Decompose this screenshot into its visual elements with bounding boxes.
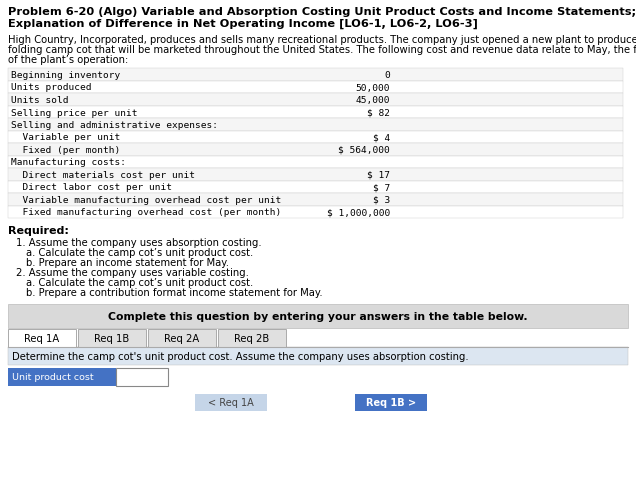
Bar: [8, 206, 623, 218]
Text: Req 2A: Req 2A: [164, 333, 200, 343]
Text: b. Prepare an income statement for May.: b. Prepare an income statement for May.: [26, 258, 229, 268]
Bar: [218, 329, 286, 347]
Bar: [148, 329, 216, 347]
Text: Units sold: Units sold: [11, 96, 69, 105]
Text: Explanation of Difference in Net Operating Income [LO6-1, LO6-2, LO6-3]: Explanation of Difference in Net Operati…: [8, 19, 478, 29]
Text: $ 7: $ 7: [373, 183, 390, 192]
Text: Fixed manufacturing overhead cost (per month): Fixed manufacturing overhead cost (per m…: [11, 208, 281, 217]
Text: Units produced: Units produced: [11, 83, 92, 92]
Bar: [8, 368, 116, 386]
Text: 45,000: 45,000: [356, 96, 390, 105]
Bar: [8, 181, 623, 193]
Text: Req 1B: Req 1B: [94, 333, 130, 343]
Text: Complete this question by entering your answers in the table below.: Complete this question by entering your …: [108, 312, 528, 321]
Text: Direct materials cost per unit: Direct materials cost per unit: [11, 171, 195, 180]
Bar: [8, 119, 623, 131]
Text: Required:: Required:: [8, 225, 69, 235]
Bar: [8, 193, 623, 206]
Text: Selling and administrative expenses:: Selling and administrative expenses:: [11, 121, 218, 130]
Text: Determine the camp cot's unit product cost. Assume the company uses absorption c: Determine the camp cot's unit product co…: [12, 351, 469, 361]
Text: b. Prepare a contribution format income statement for May.: b. Prepare a contribution format income …: [26, 288, 322, 298]
Text: 50,000: 50,000: [356, 83, 390, 92]
Text: $ 82: $ 82: [367, 108, 390, 117]
Bar: [8, 69, 623, 81]
Bar: [8, 131, 623, 144]
Bar: [8, 169, 623, 181]
Text: folding camp cot that will be marketed throughout the United States. The followi: folding camp cot that will be marketed t…: [8, 45, 636, 55]
Text: 0: 0: [384, 71, 390, 80]
Text: 1. Assume the company uses absorption costing.: 1. Assume the company uses absorption co…: [16, 237, 261, 247]
Text: of the plant’s operation:: of the plant’s operation:: [8, 55, 128, 65]
Bar: [8, 305, 628, 328]
Text: a. Calculate the camp cot’s unit product cost.: a. Calculate the camp cot’s unit product…: [26, 278, 253, 288]
Bar: [195, 394, 267, 411]
Bar: [78, 329, 146, 347]
Text: $ 3: $ 3: [373, 195, 390, 204]
Bar: [8, 81, 623, 94]
Bar: [8, 329, 76, 347]
Text: $ 4: $ 4: [373, 133, 390, 142]
Text: $ 1,000,000: $ 1,000,000: [327, 208, 390, 217]
Text: Manufacturing costs:: Manufacturing costs:: [11, 158, 126, 167]
Text: Beginning inventory: Beginning inventory: [11, 71, 120, 80]
Text: Variable per unit: Variable per unit: [11, 133, 120, 142]
Text: Variable manufacturing overhead cost per unit: Variable manufacturing overhead cost per…: [11, 195, 281, 204]
Text: 2. Assume the company uses variable costing.: 2. Assume the company uses variable cost…: [16, 268, 249, 278]
Bar: [8, 144, 623, 156]
Text: Unit product cost: Unit product cost: [12, 373, 93, 382]
Text: High Country, Incorporated, produces and sells many recreational products. The c: High Country, Incorporated, produces and…: [8, 35, 636, 45]
Bar: [8, 94, 623, 106]
Bar: [8, 156, 623, 169]
Text: Req 1A: Req 1A: [24, 333, 60, 343]
Text: Selling price per unit: Selling price per unit: [11, 108, 137, 117]
Text: $ 564,000: $ 564,000: [338, 146, 390, 155]
Text: Direct labor cost per unit: Direct labor cost per unit: [11, 183, 172, 192]
Text: < Req 1A: < Req 1A: [208, 398, 254, 408]
Text: Req 1B >: Req 1B >: [366, 398, 416, 408]
Bar: [8, 106, 623, 119]
Text: Req 2B: Req 2B: [235, 333, 270, 343]
Text: Problem 6-20 (Algo) Variable and Absorption Costing Unit Product Costs and Incom: Problem 6-20 (Algo) Variable and Absorpt…: [8, 7, 636, 17]
Bar: [116, 368, 168, 386]
Text: $ 17: $ 17: [367, 171, 390, 180]
Text: a. Calculate the camp cot’s unit product cost.: a. Calculate the camp cot’s unit product…: [26, 247, 253, 258]
Bar: [8, 347, 628, 365]
Text: Fixed (per month): Fixed (per month): [11, 146, 120, 155]
Bar: [355, 394, 427, 411]
